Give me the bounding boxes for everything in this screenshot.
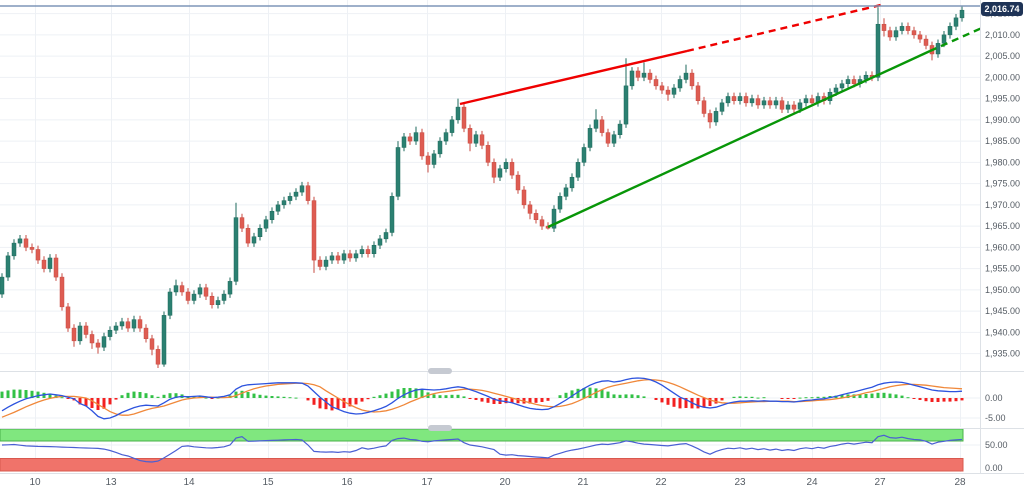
current-price-label: 2,016.74 [984,4,1019,14]
macd-axis-label: 0.00 [985,393,1003,403]
price-axis-label: 1,995.00 [985,94,1020,104]
price-axis-label: 1,985.00 [985,136,1020,146]
price-axis-label: 2,005.00 [985,51,1020,61]
time-axis-label: 20 [499,477,511,488]
rsi-overbought-oversold-bands [0,428,964,472]
pane-resize-handles [428,368,452,431]
pane-resize-handle[interactable] [428,425,452,431]
price-axis-label: 1,945.00 [985,306,1020,316]
time-axis-label: 24 [806,477,818,488]
descending-resistance-solid [459,49,688,106]
price-axis-label: 1,950.00 [985,285,1020,295]
candlestick-series [0,5,965,369]
rsi-axis-label: 50.00 [985,440,1008,450]
rsi-line [1,434,963,463]
time-axis-label: 15 [262,477,274,488]
macd-signal-lines [1,377,963,420]
price-axis-label: 1,975.00 [985,179,1020,189]
current-price-badge: 2,016.74 [981,2,1023,16]
time-axis-label: 13 [105,477,117,488]
indicator-axis-labels[interactable]: 0.00 -5.00 50.00 0.00 [985,393,1008,473]
time-axis-label: 21 [577,477,589,488]
macd-axis-label: -5.00 [985,413,1006,423]
grid-lines [0,0,980,472]
time-axis-label: 23 [734,477,746,488]
pane-separators [0,0,1024,474]
price-axis-label: 1,980.00 [985,157,1020,167]
ascending-support-solid [547,49,931,229]
time-axis[interactable]: 10 13 14 15 16 17 20 21 22 23 24 27 28 [29,477,966,488]
price-axis-label: 1,935.00 [985,349,1020,359]
time-axis-label: 27 [874,477,886,488]
descending-resistance-dashed [686,2,886,53]
rsi-axis-label: 0.00 [985,463,1003,473]
price-axis-label: 2,010.00 [985,30,1020,40]
price-axis-label: 1,960.00 [985,242,1020,252]
time-axis-label: 28 [954,477,966,488]
price-axis-label: 1,990.00 [985,115,1020,125]
price-axis-label: 1,955.00 [985,264,1020,274]
ascending-support-dashed [929,25,985,53]
price-axis-label: 1,940.00 [985,327,1020,337]
price-axis-label: 2,000.00 [985,72,1020,82]
time-axis-label: 14 [183,477,195,488]
price-axis[interactable]: 2,015.002,010.002,005.002,000.001,995.00… [985,9,1020,359]
pane-resize-handle[interactable] [428,368,452,374]
time-axis-label: 10 [29,477,41,488]
time-axis-label: 17 [421,477,433,488]
time-axis-label: 22 [655,477,667,488]
trendline-drawings[interactable] [459,2,985,229]
time-axis-label: 16 [341,477,353,488]
price-axis-label: 1,970.00 [985,200,1020,210]
price-axis-label: 1,965.00 [985,221,1020,231]
